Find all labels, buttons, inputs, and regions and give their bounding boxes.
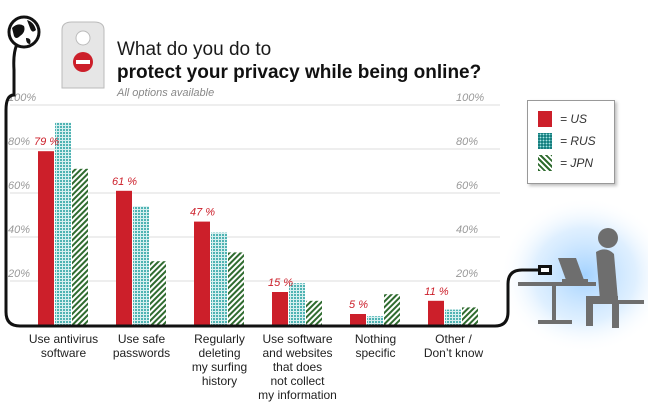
y-tick-label-right: 60% — [456, 180, 478, 192]
value-label-us-0: 79 % — [34, 136, 59, 148]
legend-swatch-us — [538, 111, 552, 127]
bar-us-0 — [38, 151, 54, 325]
bar-jpn-5 — [462, 307, 478, 325]
bar-rus-3 — [289, 283, 305, 325]
bar-rus-2 — [211, 232, 227, 325]
bar-jpn-2 — [228, 252, 244, 325]
category-label-3: Use software and websites that does not col… — [258, 332, 337, 402]
bar-rus-1 — [133, 206, 149, 325]
legend-swatch-rus — [538, 133, 552, 149]
bar-us-5 — [428, 300, 444, 325]
bar-rus-0 — [55, 122, 71, 325]
y-tick-label-right: 100% — [456, 92, 484, 104]
y-tick-label-left: 40% — [8, 224, 30, 236]
chart-title-line2: protect your privacy while being online? — [117, 62, 482, 83]
value-label-us-3: 15 % — [268, 277, 293, 289]
y-tick-label-right: 80% — [456, 136, 478, 148]
y-tick-label-left: 60% — [8, 180, 30, 192]
bar-jpn-0 — [72, 168, 88, 325]
bar-jpn-3 — [306, 300, 322, 325]
bar-us-3 — [272, 292, 288, 325]
y-tick-label-left: 20% — [7, 268, 30, 280]
bar-jpn-4 — [384, 294, 400, 325]
legend-label-us: = US — [560, 112, 588, 126]
value-label-us-5: 11 % — [424, 286, 448, 298]
bar-jpn-1 — [150, 261, 166, 325]
category-label-0: Use antivirus software — [29, 332, 98, 360]
person-at-desk-icon — [518, 228, 644, 328]
value-label-us-4: 5 % — [349, 299, 368, 311]
category-label-1: Use safe passwords — [113, 332, 170, 360]
legend-label-rus: = RUS — [560, 134, 596, 148]
chart-frame — [4, 34, 540, 328]
category-label-5: Other / Don’t know — [424, 332, 484, 360]
bar-rus-4 — [367, 316, 383, 325]
value-label-us-1: 61 % — [112, 176, 137, 188]
chart-subtitle: All options available — [117, 87, 215, 99]
bar-rus-5 — [445, 309, 461, 325]
y-tick-label-right: 20% — [455, 268, 478, 280]
legend-swatch-jpn — [538, 155, 552, 171]
chart-title-line1: What do you do to — [117, 39, 272, 60]
bar-us-2 — [194, 221, 210, 325]
cable-plug-icon — [538, 265, 552, 275]
bar-us-1 — [116, 190, 132, 325]
legend: = US = RUS = JPN — [527, 100, 615, 184]
category-label-2: Regularly deleting my surfing history — [192, 332, 247, 388]
door-hanger-icon — [61, 21, 105, 89]
globe-icon — [7, 15, 41, 49]
bar-us-4 — [350, 314, 366, 325]
category-label-4: Nothing specific — [355, 332, 396, 360]
legend-label-jpn: = JPN — [560, 156, 594, 170]
value-label-us-2: 47 % — [190, 207, 215, 219]
y-tick-label-left: 80% — [8, 136, 30, 148]
y-tick-label-right: 40% — [456, 224, 478, 236]
